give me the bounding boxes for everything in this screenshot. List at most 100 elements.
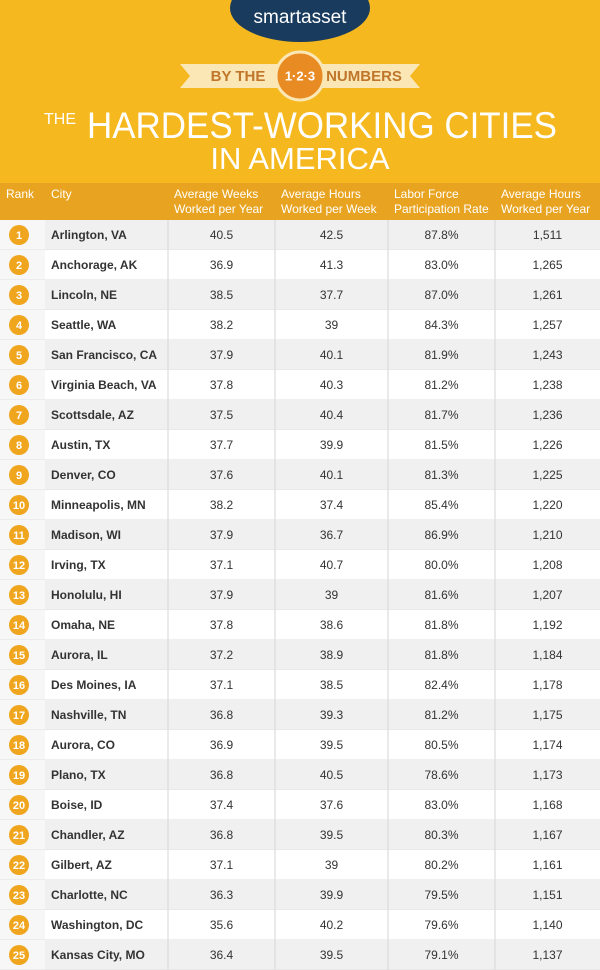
city: Irving, TX [51, 558, 106, 572]
cell-value: 1,167 [532, 828, 562, 842]
cell-value: 81.6% [424, 588, 458, 602]
rank-badge [9, 915, 29, 935]
city: Aurora, IL [51, 648, 108, 662]
rank-badge [9, 585, 29, 605]
cell-value: 38.5 [210, 288, 234, 302]
city: Charlotte, NC [51, 888, 128, 902]
cell-value: 40.1 [320, 468, 344, 482]
cell-value: 35.6 [210, 918, 234, 932]
cell-value: 1,207 [532, 588, 562, 602]
rank-badge [9, 735, 29, 755]
rank: 6 [16, 380, 22, 392]
cell-value: 1,192 [532, 618, 562, 632]
row-background [0, 640, 600, 670]
cell-value: 38.9 [320, 648, 344, 662]
cell-value: 38.6 [320, 618, 344, 632]
cell-value: 37.9 [210, 528, 234, 542]
city: Omaha, NE [51, 618, 115, 632]
row-background [0, 310, 600, 340]
cell-value: 39.5 [320, 828, 344, 842]
cell-value: 1,151 [532, 888, 562, 902]
city: Gilbert, AZ [51, 858, 112, 872]
rank-badge [9, 495, 29, 515]
rank: 21 [13, 830, 25, 842]
cell-value: 80.5% [424, 738, 458, 752]
cell-value: 80.2% [424, 858, 458, 872]
cell-value: 1,261 [532, 288, 562, 302]
cell-value: 81.7% [424, 408, 458, 422]
city: Washington, DC [51, 918, 144, 932]
cell-value: 37.4 [210, 798, 234, 812]
cell-value: 37.8 [210, 378, 234, 392]
column-header: Average Hours Worked per Week [281, 187, 378, 216]
logo: smartasset [254, 7, 348, 28]
cell-value: 37.1 [210, 678, 234, 692]
cell-value: 87.0% [424, 288, 458, 302]
city: Aurora, CO [51, 738, 115, 752]
cell-value: 1,175 [532, 708, 562, 722]
cell-value: 1,210 [532, 528, 562, 542]
cell-value: 81.3% [424, 468, 458, 482]
city: Virginia Beach, VA [51, 378, 157, 392]
row-background [0, 430, 600, 460]
cell-value: 39.5 [320, 738, 344, 752]
cell-value: 37.6 [320, 798, 344, 812]
cell-value: 36.9 [210, 258, 234, 272]
cell-value: 40.5 [320, 768, 344, 782]
city: Scottsdale, AZ [51, 408, 134, 422]
cell-value: 40.5 [210, 228, 234, 242]
rank-badge [9, 465, 29, 485]
rank-badge [9, 825, 29, 845]
rank: 19 [13, 770, 25, 782]
cell-value: 40.4 [320, 408, 344, 422]
rank-badge [9, 285, 29, 305]
rank-badge [9, 225, 29, 245]
cell-value: 1,265 [532, 258, 562, 272]
rank: 17 [13, 710, 25, 722]
cell-value: 1,208 [532, 558, 562, 572]
city: Kansas City, MO [51, 948, 145, 962]
cell-value: 84.3% [424, 318, 458, 332]
banner-left: BY THE [211, 68, 266, 85]
row-background [0, 370, 600, 400]
row-background [0, 250, 600, 280]
rank: 13 [13, 590, 25, 602]
city: Denver, CO [51, 468, 116, 482]
rank: 25 [13, 950, 25, 962]
row-background [0, 220, 600, 250]
column-header: Labor Force Participation Rate [394, 187, 489, 216]
rank-badge [9, 645, 29, 665]
row-background [0, 850, 600, 880]
cell-value: 42.5 [320, 228, 344, 242]
city: Chandler, AZ [51, 828, 125, 842]
cell-value: 1,168 [532, 798, 562, 812]
title-prefix: THE [44, 111, 76, 128]
rank: 23 [13, 890, 25, 902]
row-background [0, 460, 600, 490]
city: San Francisco, CA [51, 348, 157, 362]
banner-badge-circle [274, 50, 326, 102]
cell-value: 40.3 [320, 378, 344, 392]
rank: 16 [13, 680, 25, 692]
cell-value: 1,236 [532, 408, 562, 422]
row-background [0, 490, 600, 520]
cell-value: 39 [325, 588, 339, 602]
rank: 12 [13, 560, 25, 572]
city: Honolulu, HI [51, 588, 122, 602]
title-line1: HARDEST-WORKING CITIES [87, 105, 557, 146]
cell-value: 36.9 [210, 738, 234, 752]
cell-value: 1,140 [532, 918, 562, 932]
cell-value: 1,226 [532, 438, 562, 452]
city: Minneapolis, MN [51, 498, 146, 512]
cell-value: 40.2 [320, 918, 344, 932]
rank: 11 [13, 530, 25, 542]
cell-value: 37.9 [210, 348, 234, 362]
rank: 18 [13, 740, 25, 752]
cell-value: 37.9 [210, 588, 234, 602]
rank-badge [9, 885, 29, 905]
row-background [0, 790, 600, 820]
city: Nashville, TN [51, 708, 126, 722]
city: Madison, WI [51, 528, 121, 542]
cell-value: 37.1 [210, 858, 234, 872]
